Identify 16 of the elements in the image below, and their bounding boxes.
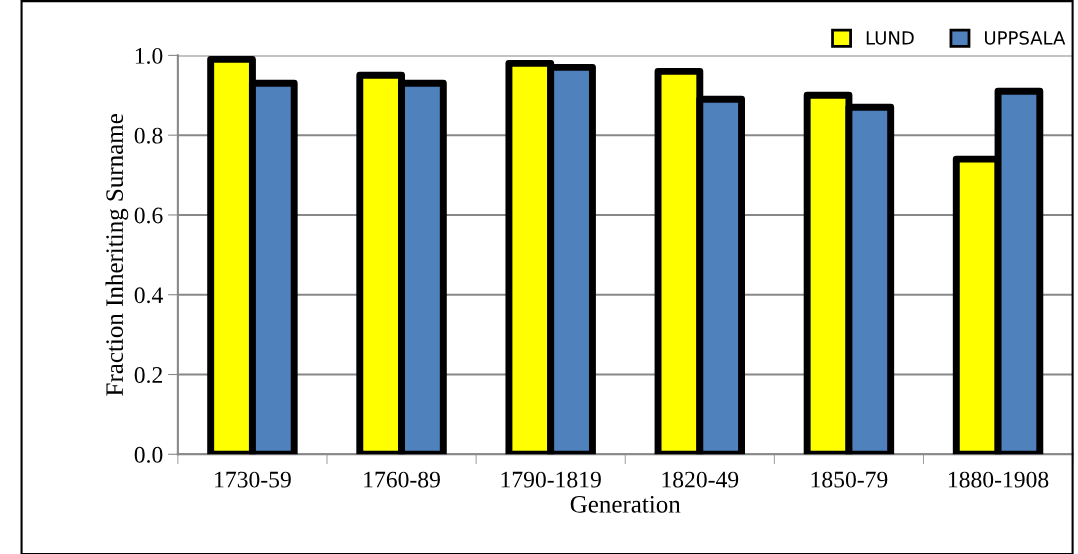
y-tick-label: 1.0 <box>135 47 163 64</box>
legend-label: LUND <box>866 31 914 45</box>
x-tick-label: 1790-1819 <box>501 471 601 488</box>
y-tick-label: 0.6 <box>134 207 163 224</box>
y-tick-label: 0.0 <box>134 446 163 463</box>
x-tick-label: 1850-79 <box>811 471 888 488</box>
y-axis-title: Fraction Inheriting Surname <box>105 114 129 396</box>
x-tick-label: 1880-1908 <box>948 471 1049 488</box>
x-axis-title: Generation <box>570 495 681 513</box>
y-tick-label: 0.2 <box>134 366 162 384</box>
legend-label: UPPSALA <box>985 31 1066 45</box>
x-tick-label: 1730-59 <box>215 471 291 488</box>
x-tick-label: 1760-89 <box>364 471 440 488</box>
y-tick-label: 0.4 <box>134 287 163 304</box>
y-tick-label: 0.8 <box>134 127 163 144</box>
x-tick-label: 1820-49 <box>662 471 739 488</box>
